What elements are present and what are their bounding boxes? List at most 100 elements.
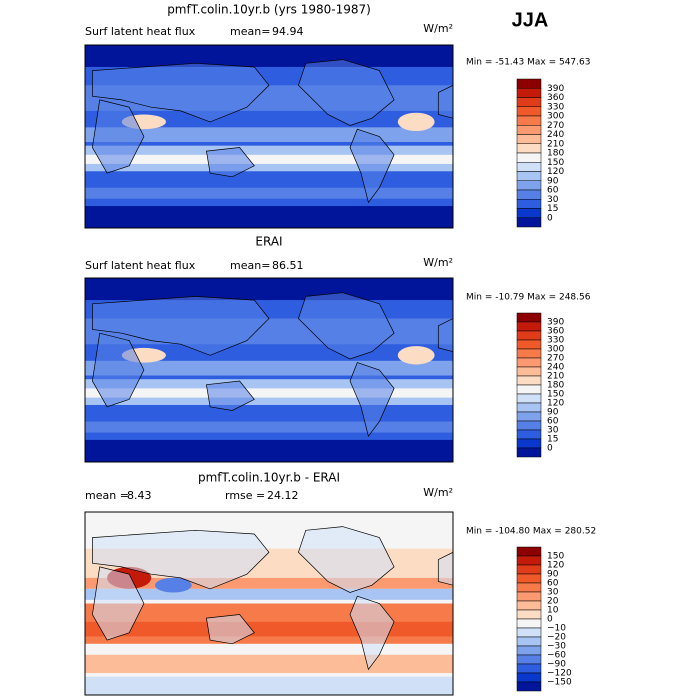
stat-label: mean = — [85, 489, 129, 502]
stat-value: 94.94 — [272, 25, 304, 38]
colorbar-box — [516, 438, 542, 449]
colorbar-box — [516, 330, 542, 341]
range-label: Min = -10.79 Max = 248.56 — [466, 293, 591, 303]
continent-outline — [205, 147, 255, 178]
colorbar-box — [516, 208, 542, 218]
colorbar-label: −120 — [547, 669, 572, 679]
continent-outline — [349, 595, 395, 671]
map-blob — [397, 112, 435, 132]
colorbar-box — [516, 591, 542, 602]
continent-outline — [437, 551, 453, 586]
map-blob — [154, 577, 192, 593]
colorbar-label: 30 — [547, 426, 559, 436]
colorbar-box — [516, 339, 542, 350]
stat-label: rmse = — [225, 489, 265, 502]
continent-outline — [297, 526, 395, 593]
continent-outline — [437, 84, 453, 119]
stat-value: 86.51 — [272, 259, 304, 272]
colorbar-label: 90 — [547, 570, 559, 580]
colorbar-box — [516, 171, 542, 181]
colorbar-box — [516, 366, 542, 377]
colorbar-box — [516, 217, 542, 228]
colorbar-box — [516, 180, 542, 191]
colorbar-box — [516, 645, 542, 656]
stat-label: mean= — [230, 25, 270, 38]
colorbar-box — [516, 618, 542, 629]
map-frame — [84, 277, 454, 463]
colorbar-label: 210 — [547, 372, 564, 382]
map-band — [85, 654, 453, 674]
map-band — [85, 278, 453, 301]
range-label: Min = -104.80 Max = 280.52 — [466, 527, 596, 537]
colorbar-label: 300 — [547, 345, 564, 355]
colorbar-box — [516, 600, 542, 611]
colorbar-box — [516, 384, 542, 395]
units-label: W/m² — [423, 486, 453, 499]
map — [85, 512, 453, 695]
colorbar-box — [516, 411, 542, 422]
map-band — [85, 421, 453, 433]
colorbar-label: 120 — [547, 167, 564, 177]
colorbar-label: 60 — [547, 579, 559, 589]
units-label: W/m² — [423, 256, 453, 269]
colorbar-label: 330 — [547, 102, 564, 112]
colorbar-box — [516, 125, 542, 135]
season-label: JJA — [512, 9, 549, 31]
colorbar-label: 240 — [547, 363, 564, 373]
colorbar-label: 270 — [547, 121, 564, 131]
units-label: W/m² — [423, 22, 453, 35]
colorbar-box — [516, 78, 542, 89]
colorbar-label: −10 — [547, 624, 566, 634]
map-band — [85, 588, 453, 600]
stat-value: 24.12 — [267, 489, 299, 502]
colorbar-label: 60 — [547, 417, 559, 427]
colorbar-label: 20 — [547, 597, 559, 607]
continent-outline — [297, 292, 395, 360]
colorbar-box — [516, 134, 542, 144]
colorbar-box — [516, 681, 542, 692]
colorbar-label: 240 — [547, 130, 564, 140]
colorbar-box — [516, 199, 542, 209]
map-band — [85, 206, 453, 228]
colorbar-box — [516, 143, 542, 154]
colorbar-box — [516, 115, 542, 126]
map-band — [85, 676, 453, 695]
panel-title: pmfT.colin.10yr.b (yrs 1980-1987) — [167, 3, 371, 17]
map-frame — [84, 44, 454, 229]
map-band — [85, 187, 453, 199]
colorbar-label: −60 — [547, 651, 566, 661]
colorbar-label: 30 — [547, 195, 559, 205]
stat-label: mean= — [230, 259, 270, 272]
colorbar-box — [516, 663, 542, 674]
colorbar-label: 10 — [547, 606, 559, 616]
colorbar-label: −150 — [547, 678, 572, 688]
panel-title: ERAI — [255, 235, 282, 249]
continent-outline — [437, 318, 453, 352]
colorbar-box — [516, 393, 542, 404]
colorbar-box — [516, 348, 542, 359]
colorbar-box — [516, 357, 542, 368]
map — [85, 45, 453, 228]
continent-outline — [92, 296, 270, 356]
colorbar-label: 90 — [547, 408, 559, 418]
continent-outline — [205, 614, 255, 645]
map — [85, 278, 453, 462]
colorbar-box — [516, 546, 542, 557]
colorbar-box — [516, 312, 542, 323]
colorbar-label: 150 — [547, 158, 564, 168]
colorbar-box — [516, 429, 542, 440]
continent-outline — [349, 128, 395, 204]
continent-outline — [92, 566, 145, 641]
colorbar-box — [516, 321, 542, 332]
continent-outline — [92, 99, 145, 174]
colorbar-label: 90 — [547, 176, 559, 186]
colorbar-label: 15 — [547, 204, 558, 214]
colorbar-box — [516, 375, 542, 386]
colorbar-box — [516, 420, 542, 431]
colorbar-label: 120 — [547, 561, 564, 571]
colorbar-label: 0 — [547, 213, 553, 223]
colorbar-box — [516, 654, 542, 665]
map-band — [85, 45, 453, 67]
colorbar-box — [516, 564, 542, 575]
